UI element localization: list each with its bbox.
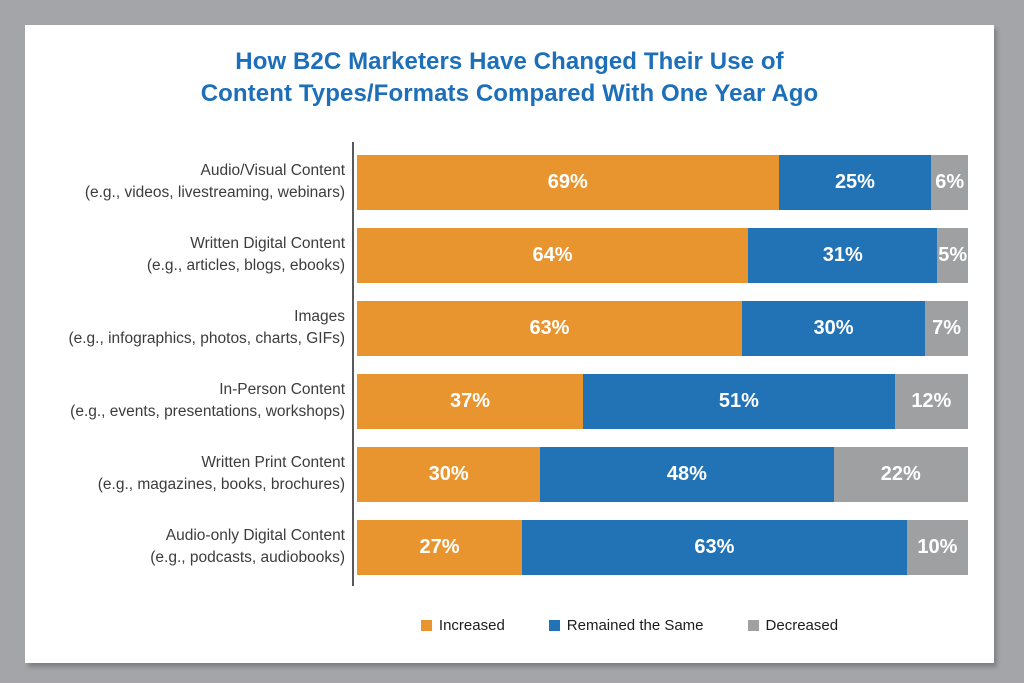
bar-segment-decreased: 5% <box>937 227 968 283</box>
bar-value-label: 6% <box>935 170 965 193</box>
category-label: Images <box>294 307 345 325</box>
chart-title-line1: How B2C Marketers Have Changed Their Use… <box>235 48 784 75</box>
bar-value-label: 51% <box>718 389 759 412</box>
stacked-bar: 69% 25% 6% <box>357 154 968 210</box>
stacked-bar: 30% 48% 22% <box>357 446 968 502</box>
bar-value-label: 25% <box>834 170 875 193</box>
category-label: Written Print Content <box>201 453 345 471</box>
bar-row-images: Images (e.g., infographics, photos, char… <box>25 300 994 356</box>
chart-title-line2: Content Types/Formats Compared With One … <box>200 80 819 108</box>
category-label-block: Images (e.g., infographics, photos, char… <box>25 306 345 351</box>
bar-segment-remained: 51% <box>583 373 895 429</box>
category-sublabel: (e.g., podcasts, audiobooks) <box>150 549 345 567</box>
legend-swatch-decreased <box>747 619 759 631</box>
category-label-block: Written Print Content (e.g., magazines, … <box>25 452 345 497</box>
bar-value-label: 69% <box>547 170 588 193</box>
stacked-bar: 37% 51% 12% <box>357 373 968 429</box>
category-sublabel: (e.g., infographics, photos, charts, GIF… <box>68 330 345 348</box>
chart-card: How B2C Marketers Have Changed Their Use… <box>25 25 994 663</box>
bar-value-label: 27% <box>419 535 460 558</box>
bar-segment-increased: 69% <box>357 154 779 210</box>
legend-item-increased: Increased <box>420 616 505 634</box>
legend-item-remained: Remained the Same <box>548 616 704 634</box>
bar-segment-increased: 63% <box>357 300 742 356</box>
category-label: Audio/Visual Content <box>200 161 345 179</box>
bar-segment-increased: 30% <box>357 446 541 502</box>
bar-value-label: 12% <box>911 389 952 412</box>
bar-segment-remained: 31% <box>748 227 938 283</box>
bar-value-label: 37% <box>450 389 491 412</box>
legend-swatch-remained <box>548 619 560 631</box>
bar-row-in-person: In-Person Content (e.g., events, present… <box>25 373 994 429</box>
bar-value-label: 7% <box>932 316 962 339</box>
bar-segment-remained: 63% <box>521 519 907 575</box>
bar-segment-remained: 48% <box>540 446 834 502</box>
category-label: Audio-only Digital Content <box>165 526 345 544</box>
bar-value-label: 63% <box>694 535 735 558</box>
bar-segment-decreased: 7% <box>925 300 968 356</box>
bar-value-label: 31% <box>822 243 863 266</box>
category-label: Written Digital Content <box>190 234 345 252</box>
bar-value-label: 22% <box>880 462 921 485</box>
bar-value-label: 48% <box>666 462 707 485</box>
bar-value-label: 30% <box>428 462 469 485</box>
category-sublabel: (e.g., magazines, books, brochures) <box>97 476 345 494</box>
bar-row-audio-visual: Audio/Visual Content (e.g., videos, live… <box>25 154 994 210</box>
category-sublabel: (e.g., articles, blogs, ebooks) <box>146 257 345 275</box>
stacked-bar-chart: Audio/Visual Content (e.g., videos, live… <box>25 141 994 586</box>
y-axis-line <box>352 141 354 586</box>
bar-row-written-print: Written Print Content (e.g., magazines, … <box>25 446 994 502</box>
bar-segment-decreased: 10% <box>906 519 968 575</box>
bar-segment-decreased: 12% <box>894 373 968 429</box>
bar-segment-decreased: 6% <box>931 154 968 210</box>
stacked-bar: 27% 63% 10% <box>357 519 968 575</box>
bar-segment-decreased: 22% <box>833 446 968 502</box>
bar-segment-remained: 30% <box>741 300 926 356</box>
bar-segment-increased: 27% <box>357 519 522 575</box>
legend: Increased Remained the Same Decreased <box>265 617 994 634</box>
category-label-block: Audio-only Digital Content (e.g., podcas… <box>25 525 345 570</box>
chart-title: How B2C Marketers Have Changed Their Use… <box>25 46 994 111</box>
stacked-bar: 63% 30% 7% <box>357 300 968 356</box>
category-label-block: Audio/Visual Content (e.g., videos, live… <box>25 160 345 205</box>
bar-segment-increased: 64% <box>357 227 749 283</box>
category-sublabel: (e.g., videos, livestreaming, webinars) <box>84 184 345 202</box>
category-sublabel: (e.g., events, presentations, workshops) <box>70 403 345 421</box>
bar-value-label: 64% <box>532 243 573 266</box>
legend-label-remained: Remained the Same <box>566 616 704 634</box>
bar-row-audio-only: Audio-only Digital Content (e.g., podcas… <box>25 519 994 575</box>
legend-label-decreased: Decreased <box>765 616 839 634</box>
bar-segment-remained: 25% <box>778 154 932 210</box>
bar-value-label: 63% <box>529 316 570 339</box>
category-label-block: In-Person Content (e.g., events, present… <box>25 379 345 424</box>
category-label-block: Written Digital Content (e.g., articles,… <box>25 233 345 278</box>
bar-value-label: 5% <box>938 243 968 266</box>
stacked-bar: 64% 31% 5% <box>357 227 968 283</box>
legend-label-increased: Increased <box>438 616 505 634</box>
category-label: In-Person Content <box>219 380 345 398</box>
legend-swatch-increased <box>420 619 432 631</box>
bar-segment-increased: 37% <box>357 373 584 429</box>
legend-item-decreased: Decreased <box>747 616 839 634</box>
bar-value-label: 10% <box>917 535 958 558</box>
bar-value-label: 30% <box>813 316 854 339</box>
bar-row-written-digital: Written Digital Content (e.g., articles,… <box>25 227 994 283</box>
